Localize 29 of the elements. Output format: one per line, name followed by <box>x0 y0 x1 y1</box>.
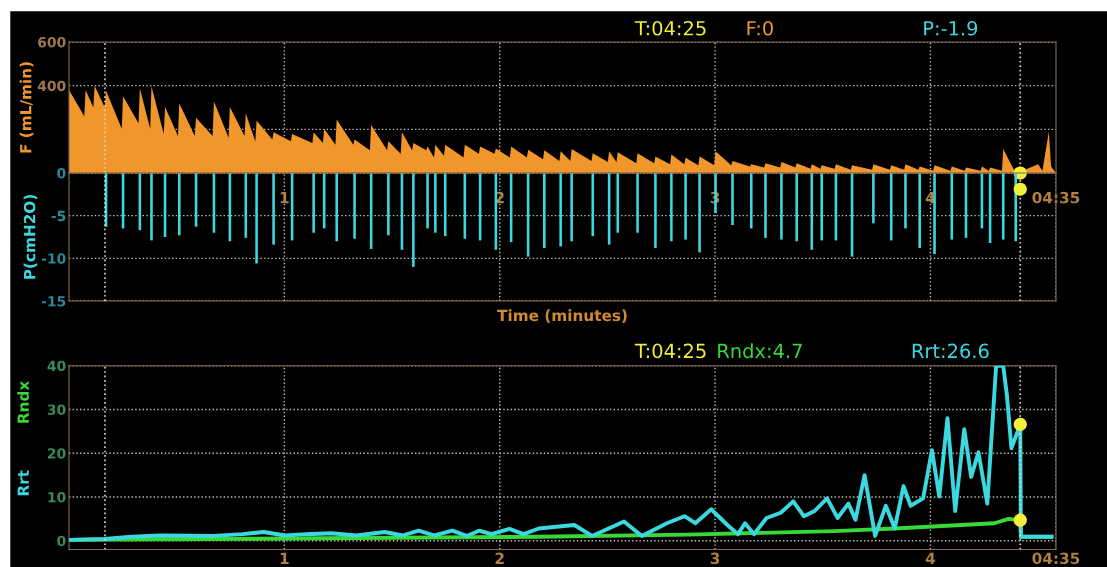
y-tick-label: 20 <box>47 448 66 459</box>
text: P:-1.9 <box>924 20 978 36</box>
y-tick-label: -15 <box>41 296 66 307</box>
text: T:04:25 <box>634 20 706 36</box>
y-axis-title: F (mL/min) <box>19 62 34 153</box>
y-tick-label: 0 <box>57 167 66 179</box>
x-tick-label: 04:35 <box>1032 191 1080 204</box>
y-tick-label: 40 <box>47 360 66 372</box>
text: Rrt <box>17 470 29 496</box>
text: T:04:25 <box>634 343 706 359</box>
y-tick-label: 10 <box>48 491 66 503</box>
x-axis-title: Time (minutes) <box>497 309 627 323</box>
y-axis-title: P(cmH2O) <box>23 195 38 279</box>
y-tick-label: -5 <box>51 210 66 222</box>
text: Rndx:4.7 <box>718 343 802 359</box>
x-tick-label: 1 <box>280 552 289 564</box>
text: Rndx <box>17 380 30 423</box>
y-tick-label: 600 <box>38 36 66 48</box>
y-tick-label: 0 <box>57 535 66 547</box>
x-tick-label: 4 <box>925 552 936 564</box>
x-tick-label: 1 <box>280 192 289 204</box>
x-tick-label: 04:35 <box>1032 552 1080 565</box>
y-tick-label: -10 <box>41 253 66 264</box>
text: F:0 <box>747 20 773 36</box>
y-tick-label: 400 <box>37 80 66 92</box>
x-tick-label: 3 <box>710 552 720 565</box>
y-tick-label: 30 <box>47 404 66 415</box>
x-tick-label: 2 <box>495 552 504 564</box>
text: Rrt:26.6 <box>912 343 989 359</box>
